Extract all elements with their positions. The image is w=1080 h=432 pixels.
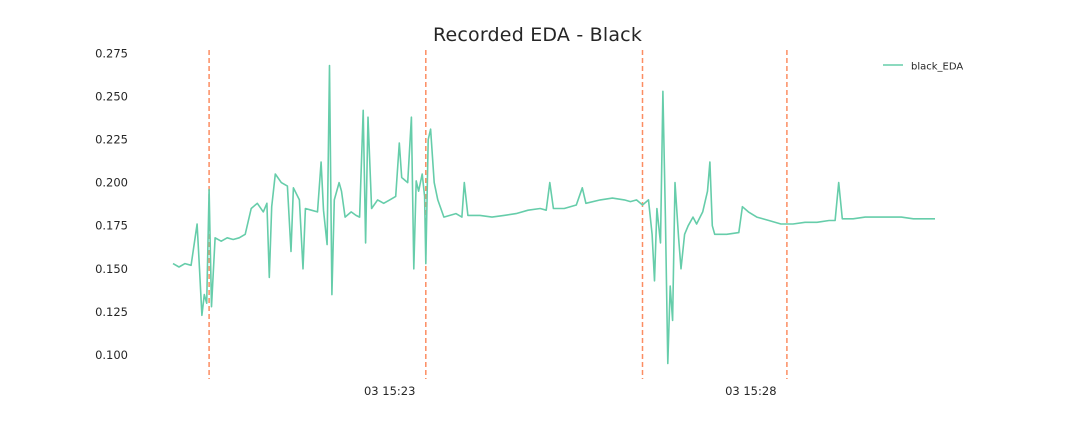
y-tick-label: 0.275 (95, 46, 128, 60)
y-tick-label: 0.150 (95, 262, 128, 276)
y-tick-label: 0.200 (95, 176, 128, 190)
chart-title: Recorded EDA - Black (432, 24, 643, 46)
series-line-black-eda (172, 64, 935, 365)
legend: black_EDA (883, 62, 963, 73)
y-tick-label: 0.175 (95, 219, 128, 233)
x-tick-label: 03 15:23 (364, 384, 415, 398)
x-axis: 03 15:23 03 15:28 (364, 384, 777, 398)
y-tick-label: 0.100 (95, 348, 128, 362)
series-layer (172, 64, 935, 365)
y-tick-label: 0.225 (95, 133, 128, 147)
y-axis: 0.100 0.125 0.150 0.175 0.200 0.225 0.250 0.275 (95, 46, 128, 362)
x-tick-label: 03 15:28 (725, 384, 776, 398)
y-tick-label: 0.125 (95, 305, 128, 319)
event-markers (208, 50, 788, 379)
legend-label: black_EDA (911, 62, 963, 73)
y-tick-label: 0.250 (95, 90, 128, 104)
